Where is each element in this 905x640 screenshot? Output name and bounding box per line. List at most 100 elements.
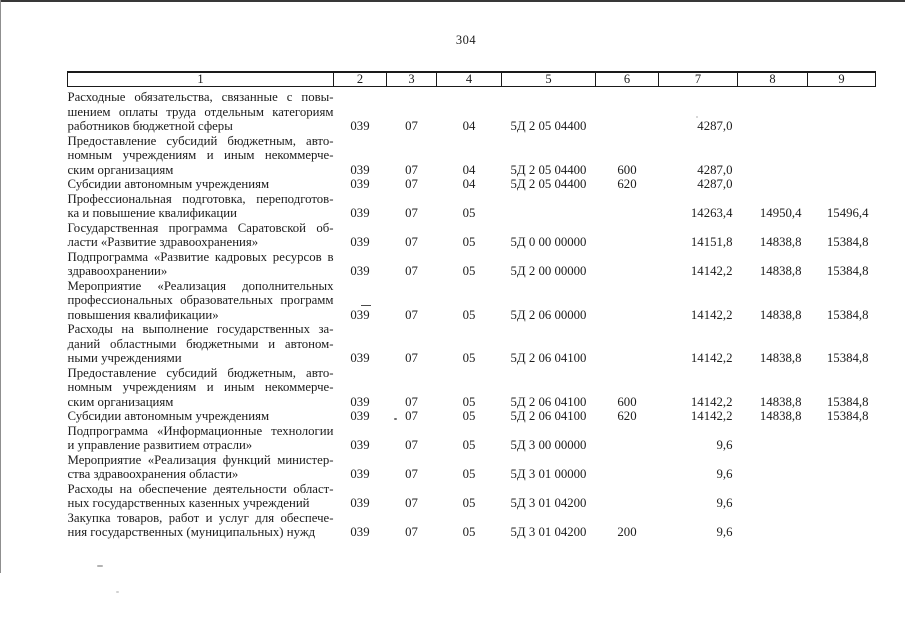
- table-row: Мероприятие «Реализация функций министер…: [68, 453, 876, 482]
- cell-c3: 07: [387, 322, 437, 366]
- cell-c4: 05: [437, 192, 502, 221]
- row-label-line: шением оплаты труда отдельным категориям: [67, 104, 334, 119]
- scan-edge-left: [0, 0, 1, 573]
- cell-c5: 5Д 2 06 00000: [502, 279, 596, 323]
- table-row: Расходы на выполнение государственных за…: [68, 322, 876, 366]
- cell-c6: [596, 87, 659, 134]
- cell-value: 5Д 3 01 04200: [510, 525, 587, 539]
- cell-c2: 039: [334, 250, 387, 279]
- cell-value: 039: [350, 162, 370, 177]
- table-header-row: 1 2 3 4 5 6 7 8 9: [67, 71, 876, 87]
- cell-c8: 14950,4: [738, 192, 808, 221]
- cell-value: 5Д 3 01 04200: [510, 496, 587, 510]
- cell-value: 5Д 0 00 00000: [510, 235, 587, 249]
- cell-value: 07: [405, 206, 418, 220]
- cell-value: 039: [350, 525, 370, 539]
- cell-value: 05: [462, 235, 476, 249]
- cell-c5: 5Д 2 05 04400: [502, 134, 596, 178]
- cell-value: 620: [617, 177, 637, 191]
- cell-c9: [808, 87, 876, 134]
- cell-c5: 5Д 3 01 04200: [502, 482, 596, 511]
- cell-value: 039: [350, 351, 370, 365]
- cell-c4: 05: [437, 511, 502, 540]
- cell-value: 5Д 3 00 00000: [510, 438, 587, 452]
- cell-value: 07: [405, 409, 418, 423]
- cell-c9: [808, 424, 876, 453]
- cell-c8: 14838,8: [738, 279, 808, 323]
- column-header-9: 9: [807, 71, 876, 87]
- cell-c3: 07: [387, 177, 437, 192]
- cell-value: 07: [405, 264, 418, 278]
- row-label: Профессиональная подготовка, переподгото…: [68, 192, 334, 221]
- cell-value: 5Д 2 06 04100: [510, 394, 587, 409]
- row-label: Расходные обязательства, связанные с пов…: [68, 87, 334, 134]
- cell-c6: [596, 279, 659, 323]
- table-row: Мероприятие «Реализация дополнительных пр…: [68, 279, 876, 323]
- column-header-5: 5: [501, 71, 596, 87]
- cell-c8: [738, 453, 808, 482]
- row-label-line: здравоохранении»: [67, 264, 168, 278]
- row-label-line: ными учреждениями: [67, 351, 182, 365]
- cell-value: 07: [405, 496, 418, 510]
- row-label: Расходы на выполнение государственных за…: [68, 322, 334, 366]
- cell-value: 05: [462, 351, 476, 365]
- cell-c4: 04: [437, 134, 502, 178]
- cell-value: 600: [617, 394, 637, 409]
- cell-value: 9,6: [716, 525, 733, 539]
- cell-value: 05: [462, 525, 476, 539]
- cell-value: 05: [462, 467, 476, 481]
- cell-value: 039: [350, 438, 370, 452]
- column-header-8: 8: [737, 71, 808, 87]
- table-row: Субсидии автономным учреждениям 039 07 04 5Д…: [68, 177, 876, 192]
- table-row: Закупка товаров, работ и услуг для обесп…: [68, 511, 876, 540]
- cell-value: 039: [350, 235, 370, 249]
- row-label-line: ных государственных казенных учреждений: [67, 496, 310, 510]
- row-label: Мероприятие «Реализация функций министер…: [68, 453, 334, 482]
- cell-c4: 05: [437, 409, 502, 424]
- scan-edge-top: [0, 0, 905, 2]
- cell-c7: 9,6: [659, 424, 738, 453]
- cell-value: 04: [462, 162, 476, 177]
- cell-value: 05: [462, 438, 476, 452]
- cell-c4: 05: [437, 424, 502, 453]
- cell-value: 05: [462, 409, 476, 423]
- cell-c9: 15496,4: [808, 192, 876, 221]
- row-label-line: ния государственных (муниципальных) нужд: [67, 525, 316, 539]
- cell-c6: 600: [596, 366, 659, 410]
- cell-value: 039: [350, 496, 370, 510]
- cell-value: 14263,4: [690, 206, 733, 220]
- scan-artifact: [97, 565, 103, 567]
- table-row: Субсидии автономным учреждениям 039 07 05 5Д…: [68, 409, 876, 424]
- cell-c2: 039: [334, 366, 387, 410]
- cell-c2: 039: [334, 409, 387, 424]
- cell-c7: 14142,2: [659, 322, 738, 366]
- cell-value: 15496,4: [826, 206, 869, 220]
- cell-value: 07: [405, 525, 418, 539]
- row-label-line: Расходы на выполнение государственных за…: [67, 322, 334, 336]
- column-header-4: 4: [436, 71, 502, 87]
- cell-c5: 5Д 3 01 00000: [502, 453, 596, 482]
- cell-c9: 15384,8: [808, 322, 876, 366]
- row-label: Расходы на обеспечение деятельности обла…: [68, 482, 334, 511]
- table-row: Профессиональная подготовка, переподгото…: [68, 192, 876, 221]
- cell-c6: [596, 453, 659, 482]
- cell-value: 07: [405, 119, 418, 133]
- cell-c7: 14142,2: [659, 366, 738, 410]
- cell-c2: 039: [334, 453, 387, 482]
- cell-c5: 5Д 2 05 04400: [502, 87, 596, 134]
- cell-value: 15384,8: [826, 264, 869, 278]
- budget-table: 1 2 3 4 5 6 7 8 9 Расходные обязательств…: [67, 71, 876, 540]
- cell-c3: 07: [387, 424, 437, 453]
- row-label-line: работников бюджетной сферы: [67, 119, 233, 133]
- column-header-2: 2: [333, 71, 387, 87]
- cell-c3: 07: [387, 366, 437, 410]
- cell-c3: 07: [387, 134, 437, 178]
- row-label-line: Подпрограмма «Развитие кадровых ресурсов…: [67, 249, 334, 264]
- cell-value: 5Д 2 06 00000: [510, 307, 587, 322]
- cell-value: 07: [405, 177, 418, 191]
- cell-c7: 9,6: [659, 511, 738, 540]
- cell-c9: 15384,8: [808, 250, 876, 279]
- cell-value: 620: [617, 409, 637, 423]
- cell-c5: 5Д 3 00 00000: [502, 424, 596, 453]
- table-row: Расходные обязательства, связанные с пов…: [68, 87, 876, 134]
